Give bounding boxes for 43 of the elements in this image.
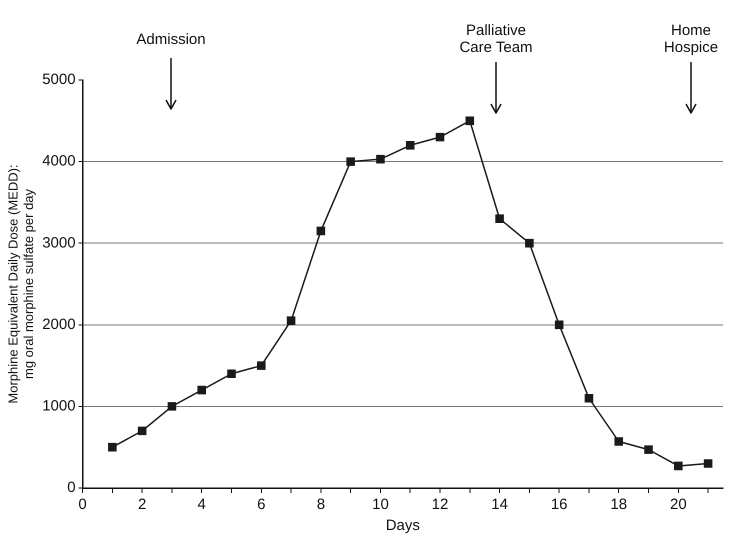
point xyxy=(704,459,712,468)
point xyxy=(554,320,564,330)
x-tick-label: 16 xyxy=(550,496,568,514)
text: Palliative Care Team xyxy=(458,22,534,56)
text: Home Hospice xyxy=(662,22,720,56)
x-tick-label: 4 xyxy=(198,496,206,514)
point xyxy=(614,437,624,446)
point xyxy=(436,132,444,142)
point xyxy=(584,394,594,403)
point xyxy=(525,238,534,248)
point xyxy=(674,462,683,470)
point xyxy=(316,226,326,236)
point xyxy=(168,402,176,411)
text: Admission xyxy=(135,31,207,48)
x-tick-label: 2 xyxy=(138,496,146,514)
y-tick-label: 1000 xyxy=(42,398,76,415)
x-tick-label: 0 xyxy=(78,496,87,514)
point xyxy=(376,154,385,164)
point xyxy=(257,361,266,370)
y-axis-title: Morphine Equivalent Daily Dose (MEDD): mg oral morphine sulfate per day xyxy=(5,164,36,404)
y-tick-label: 3000 xyxy=(42,234,76,252)
y-tick-label: 0 xyxy=(67,479,76,496)
point xyxy=(227,369,236,378)
point xyxy=(286,316,296,326)
point xyxy=(197,386,206,394)
x-axis-title: Days xyxy=(386,517,420,534)
x-tick-label: 12 xyxy=(432,496,448,514)
y-tick-label: 5000 xyxy=(42,71,76,88)
point xyxy=(406,140,415,150)
x-tick-label: 10 xyxy=(372,496,389,514)
point xyxy=(138,426,146,436)
point xyxy=(346,157,355,166)
point xyxy=(108,442,117,452)
point xyxy=(466,116,474,126)
x-tick-label: 6 xyxy=(257,496,266,514)
y-tick-label: 2000 xyxy=(42,316,76,333)
x-tick-label: 20 xyxy=(670,496,687,514)
point xyxy=(495,214,504,224)
x-tick-label: 14 xyxy=(491,496,508,514)
y-tick-label: 4000 xyxy=(42,152,76,170)
point xyxy=(644,445,653,454)
x-tick-label: 8 xyxy=(316,496,326,514)
x-tick-label: 18 xyxy=(610,496,628,514)
